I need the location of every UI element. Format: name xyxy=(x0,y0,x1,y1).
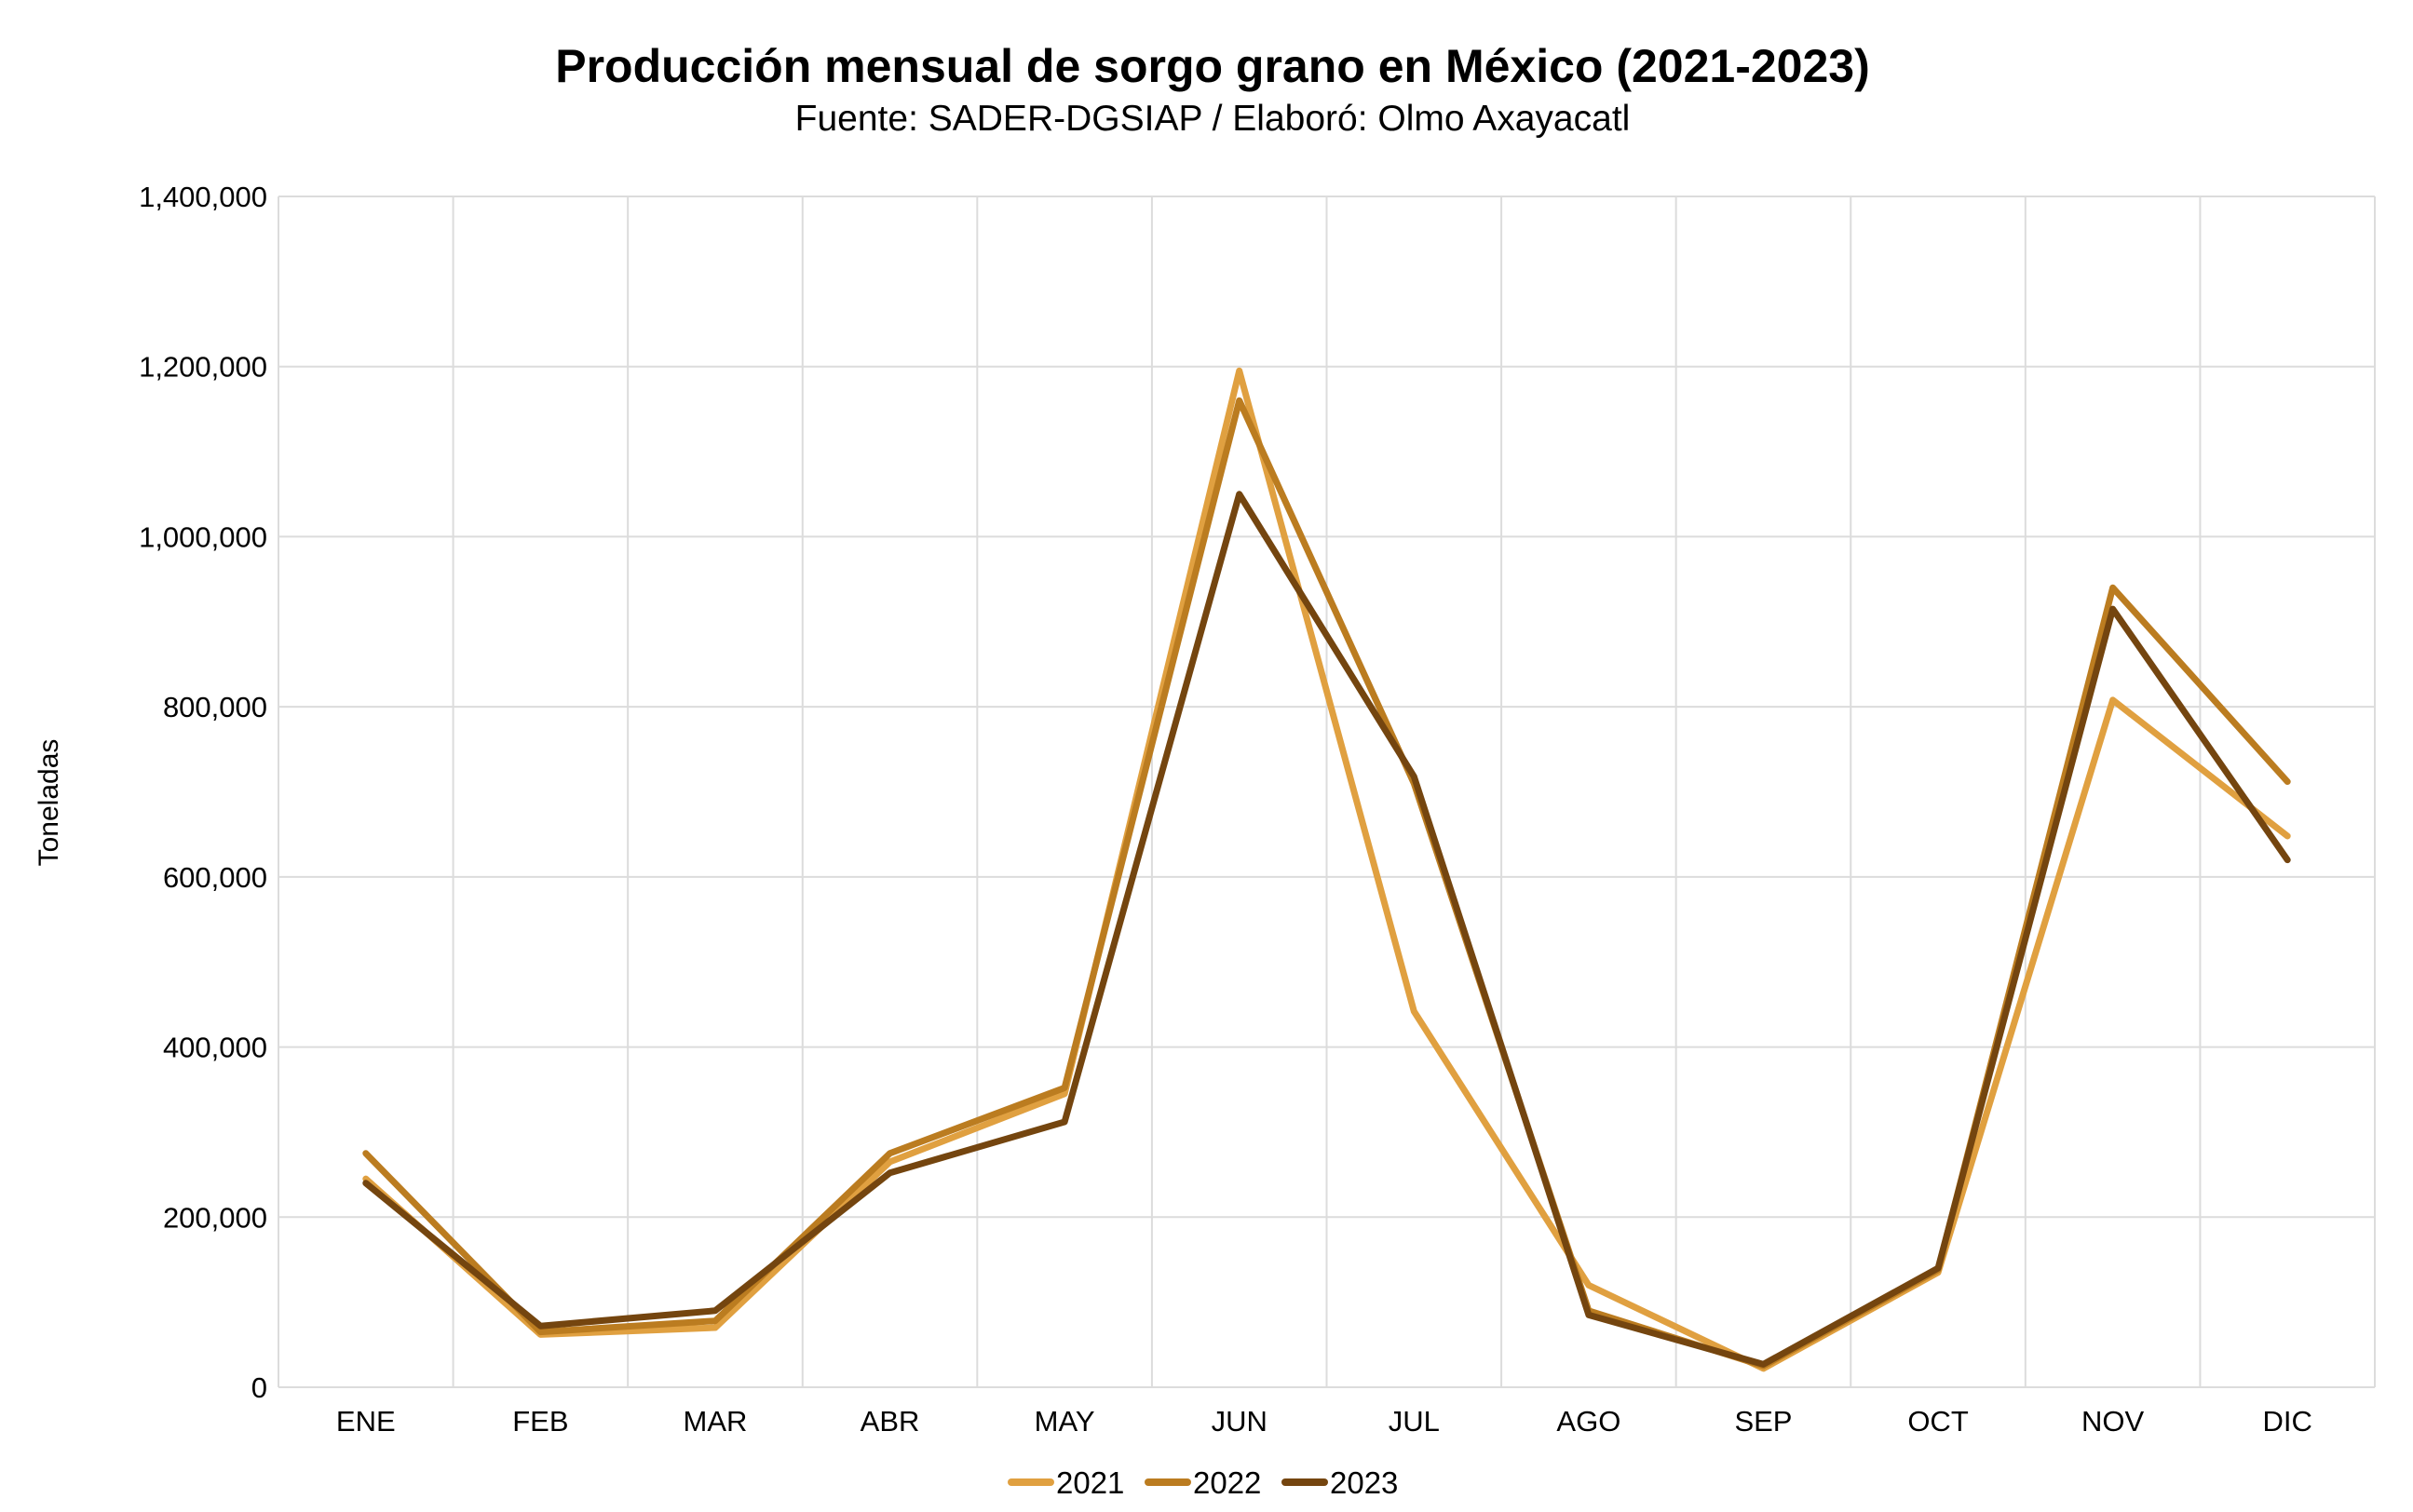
y-tick-label: 1,400,000 xyxy=(139,181,267,213)
y-tick-label: 400,000 xyxy=(163,1032,267,1064)
series-lines xyxy=(362,367,2291,1372)
y-tick-label: 0 xyxy=(251,1371,267,1404)
x-tick-label: ENE xyxy=(336,1405,396,1438)
x-tick-label: DIC xyxy=(2263,1405,2312,1438)
grid xyxy=(278,196,2376,1388)
y-tick-label: 800,000 xyxy=(163,691,267,723)
y-tick-label: 600,000 xyxy=(163,861,267,894)
x-tick-label: MAY xyxy=(1035,1405,1095,1438)
legend-label: 2023 xyxy=(1330,1465,1398,1500)
legend-label: 2022 xyxy=(1193,1465,1261,1500)
x-tick-label: SEP xyxy=(1734,1405,1792,1438)
legend: 2021 2022 2023 xyxy=(1008,1465,1398,1500)
x-tick-label: JUN xyxy=(1212,1405,1268,1438)
x-tick-label: ABR xyxy=(861,1405,920,1438)
y-ticks: 0 200,000 400,000 600,000 800,000 1,000,000 1,… xyxy=(139,181,267,1404)
x-tick-label: OCT xyxy=(1907,1405,1969,1438)
y-tick-label: 200,000 xyxy=(163,1201,267,1234)
x-tick-label: MAR xyxy=(684,1405,748,1438)
series-line-2023 xyxy=(362,491,2291,1368)
y-axis-label: Toneladas xyxy=(34,739,64,867)
x-ticks: ENE FEB MAR ABR MAY JUN JUL AGO SEP OCT NOV DIC xyxy=(336,1405,2312,1438)
y-tick-label: 1,000,000 xyxy=(139,520,267,553)
x-tick-label: FEB xyxy=(512,1405,568,1438)
x-tick-label: AGO xyxy=(1556,1405,1620,1438)
legend-label: 2021 xyxy=(1056,1465,1124,1500)
series-line-2021 xyxy=(362,367,2291,1372)
x-tick-label: NOV xyxy=(2081,1405,2145,1438)
chart-title: Producción mensual de sorgo grano en Méx… xyxy=(555,40,1870,92)
x-tick-label: JUL xyxy=(1389,1405,1440,1438)
chart-subtitle: Fuente: SADER-DGSIAP / Elaboró: Olmo Axa… xyxy=(795,99,1631,139)
y-tick-label: 1,200,000 xyxy=(139,351,267,384)
